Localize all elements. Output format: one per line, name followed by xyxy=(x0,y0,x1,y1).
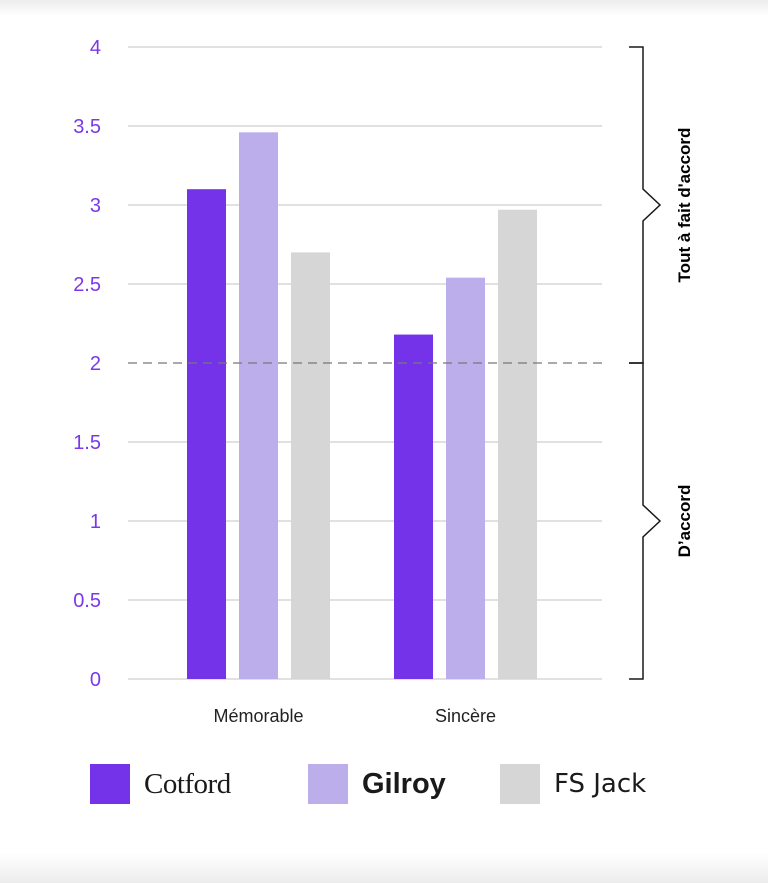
top-shade xyxy=(0,0,768,16)
y-axis-ticks: 0 0.5 1 1.5 2 2.5 3 3.5 4 xyxy=(73,37,101,691)
x-category-label: Mémorable xyxy=(213,706,303,726)
legend-label-cotford: Cotford xyxy=(144,767,231,800)
x-axis-categories: Mémorable Sincère xyxy=(213,706,496,726)
bar-gilroy-2 xyxy=(446,277,485,679)
y-tick-label: 3 xyxy=(90,195,101,217)
bar-fs-jack-1 xyxy=(291,252,330,679)
legend-item-cotford: Cotford xyxy=(90,764,231,804)
bar-fs-jack-2 xyxy=(498,209,537,680)
y-tick-label: 1.5 xyxy=(73,432,101,454)
y-tick-label: 0 xyxy=(90,669,101,691)
legend-item-gilroy: Gilroy xyxy=(308,764,446,804)
legend-label-fsjack: FS Jack xyxy=(554,769,647,799)
y-tick-label: 0.5 xyxy=(73,590,101,612)
x-category-label: Sincère xyxy=(435,706,496,726)
legend-label-gilroy: Gilroy xyxy=(362,767,446,800)
legend-swatch-gilroy xyxy=(308,764,348,804)
bar-cotford-2 xyxy=(394,334,433,679)
bracket xyxy=(629,362,662,680)
legend-swatch-cotford xyxy=(90,764,130,804)
bars xyxy=(187,132,537,680)
y-tick-label: 2.5 xyxy=(73,274,101,296)
bracket-label: D’accord xyxy=(675,485,694,558)
y-tick-label: 4 xyxy=(90,37,101,59)
bar-cotford-1 xyxy=(187,189,226,679)
y-tick-label: 2 xyxy=(90,353,101,375)
legend: Cotford Gilroy FS Jack xyxy=(90,764,690,808)
bottom-shade xyxy=(0,853,768,883)
bar-gilroy-1 xyxy=(239,132,278,679)
legend-item-fsjack: FS Jack xyxy=(500,764,646,804)
bracket-label: Tout à fait d'accord xyxy=(675,128,694,283)
bar-chart: 0 0.5 1 1.5 2 2.5 3 3.5 4 Mémorable Sincère Tout … xyxy=(73,37,694,726)
brackets: Tout à fait d'accord D’accord xyxy=(629,46,694,680)
legend-swatch-fsjack xyxy=(500,764,540,804)
y-tick-label: 1 xyxy=(90,511,101,533)
y-tick-label: 3.5 xyxy=(73,116,101,138)
bracket xyxy=(629,46,662,364)
